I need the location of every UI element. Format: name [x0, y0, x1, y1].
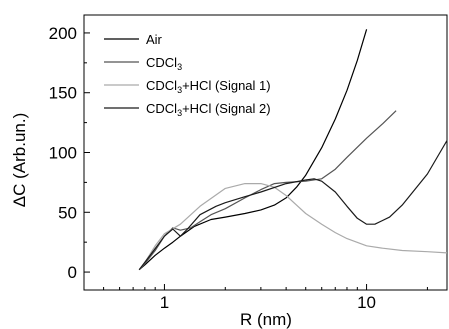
plot-frame — [83, 14, 448, 291]
legend: Air CDCl3 CDCl3+HCl (Signal 1) CDCl3+HCl (S… — [104, 32, 271, 118]
plot-border — [83, 14, 448, 291]
x-axis-label: R (nm) — [240, 310, 292, 329]
legend-label-1: Air — [146, 32, 163, 47]
x-axis: 1 10 — [103, 284, 428, 312]
y-axis-label: ΔC (Arb.un.) — [10, 113, 29, 208]
y-tick-label: 0 — [68, 263, 77, 282]
x-tick-label: 1 — [160, 293, 169, 312]
y-axis: 0 50 100 150 200 — [49, 24, 90, 282]
series-line-4 — [138, 140, 448, 271]
series-line-3 — [138, 183, 448, 271]
series-layer — [138, 29, 448, 271]
y-tick-label: 50 — [58, 203, 77, 222]
x-tick-label: 10 — [357, 293, 376, 312]
y-tick-label: 150 — [49, 84, 77, 103]
series-line-1 — [138, 29, 368, 271]
y-tick-label: 100 — [49, 144, 77, 163]
legend-label-4: CDCl3+HCl (Signal 2) — [146, 101, 271, 118]
y-tick-label: 200 — [49, 24, 77, 43]
legend-label-3: CDCl3+HCl (Signal 1) — [146, 78, 271, 95]
legend-label-2: CDCl3 — [146, 55, 182, 72]
